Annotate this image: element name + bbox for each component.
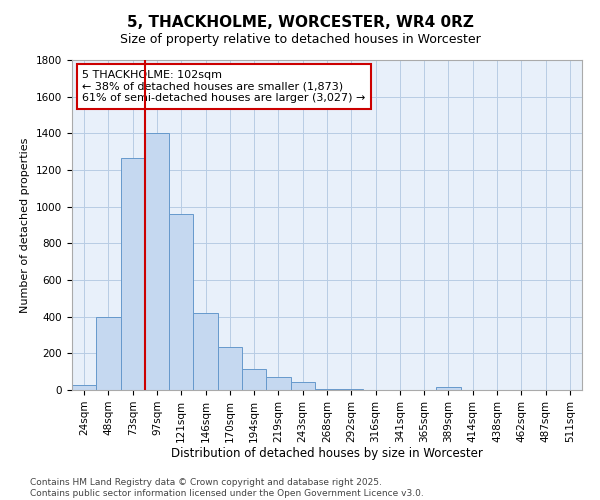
Bar bbox=[96, 316, 121, 390]
Text: 5, THACKHOLME, WORCESTER, WR4 0RZ: 5, THACKHOLME, WORCESTER, WR4 0RZ bbox=[127, 15, 473, 30]
Text: Contains HM Land Registry data © Crown copyright and database right 2025.
Contai: Contains HM Land Registry data © Crown c… bbox=[30, 478, 424, 498]
Bar bbox=[145, 134, 169, 390]
Bar bbox=[242, 369, 266, 390]
Y-axis label: Number of detached properties: Number of detached properties bbox=[20, 138, 31, 312]
Bar bbox=[266, 377, 290, 390]
Bar bbox=[339, 389, 364, 390]
Bar bbox=[72, 386, 96, 390]
Bar bbox=[315, 389, 339, 390]
Bar bbox=[436, 387, 461, 390]
Text: 5 THACKHOLME: 102sqm
← 38% of detached houses are smaller (1,873)
61% of semi-de: 5 THACKHOLME: 102sqm ← 38% of detached h… bbox=[82, 70, 365, 103]
Bar bbox=[193, 313, 218, 390]
Bar bbox=[218, 347, 242, 390]
Text: Size of property relative to detached houses in Worcester: Size of property relative to detached ho… bbox=[119, 32, 481, 46]
X-axis label: Distribution of detached houses by size in Worcester: Distribution of detached houses by size … bbox=[171, 448, 483, 460]
Bar bbox=[169, 214, 193, 390]
Bar bbox=[121, 158, 145, 390]
Bar bbox=[290, 382, 315, 390]
